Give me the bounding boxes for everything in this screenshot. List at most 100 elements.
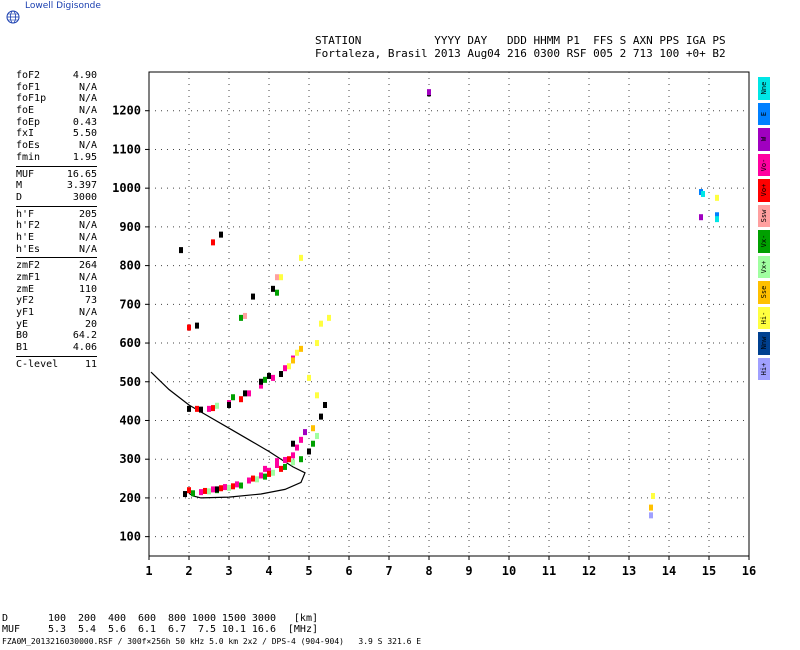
legend-label: E xyxy=(760,111,768,116)
parameter-row: M 3.397 xyxy=(16,180,97,192)
x-tick-label: 11 xyxy=(542,564,556,578)
echo-point xyxy=(179,247,183,254)
x-tick-label: 6 xyxy=(345,564,352,578)
parameter-row: yF1 N/A xyxy=(16,307,97,319)
echo-point xyxy=(247,477,251,484)
muf-value: 16.6 xyxy=(251,624,276,635)
parameter-row: h'Es N/A xyxy=(16,244,97,256)
distance-value: 3000 xyxy=(251,613,276,624)
echo-point xyxy=(323,401,327,408)
echo-point xyxy=(307,374,311,381)
legend-label: W xyxy=(760,137,768,142)
file-info-footer: FZA0M_2013216030000.RSF / 300f×256h 50 k… xyxy=(2,637,422,646)
parameter-name: zmF1 xyxy=(16,272,41,283)
echo-point xyxy=(315,432,319,439)
y-tick-label: 900 xyxy=(119,220,141,234)
parameter-row: B0 64.2 xyxy=(16,330,97,342)
echo-point xyxy=(215,402,219,409)
echo-point xyxy=(701,190,705,197)
echo-point xyxy=(303,429,307,436)
parameter-table: foF2 4.90 foF1 N/A foF1p N/A foE N/A foEp 0.43 fxI… xyxy=(16,70,97,371)
parameter-row: foEs N/A xyxy=(16,140,97,152)
echo-point xyxy=(295,349,299,356)
parameter-divider xyxy=(16,355,97,357)
polarization-legend: Nne E W Vo- Vo+ Ssw Vx- Vx+ Sse Hi- Nnw Hi+ xyxy=(758,77,772,383)
echo-point xyxy=(251,475,255,482)
parameter-value: N/A xyxy=(78,81,97,93)
parameter-row: foF1 N/A xyxy=(16,82,97,94)
parameter-name: h'F xyxy=(16,208,35,220)
parameter-divider xyxy=(16,257,97,259)
parameter-row: zmE 110 xyxy=(16,284,97,296)
x-tick-label: 3 xyxy=(225,564,232,578)
echo-point xyxy=(287,363,291,370)
echo-point xyxy=(267,467,271,474)
echo-point xyxy=(275,274,279,281)
muf-label: MUF xyxy=(2,624,21,635)
parameter-name: D xyxy=(16,191,23,203)
legend-label: Ssw xyxy=(760,209,768,223)
echo-point xyxy=(203,487,207,494)
echo-point xyxy=(271,285,275,292)
parameter-row: foF2 4.90 xyxy=(16,70,97,82)
echo-point xyxy=(263,465,267,472)
y-tick-label: 700 xyxy=(119,297,141,311)
muf-distance-table: D 100 200 400 600 800 1000 1500 3000 [km… xyxy=(2,613,318,635)
echo-point xyxy=(291,459,295,466)
parameter-value: 205 xyxy=(78,208,97,220)
x-tick-label: 16 xyxy=(742,564,756,578)
legend-label: Nnw xyxy=(760,336,768,350)
legend-swatch: W xyxy=(758,128,770,151)
legend-swatch: Hi+ xyxy=(758,357,770,380)
legend-swatch: E xyxy=(758,102,770,125)
x-tick-label: 8 xyxy=(425,564,432,578)
echo-point xyxy=(291,357,295,364)
parameter-value: 3.397 xyxy=(66,180,97,192)
echo-point xyxy=(279,274,283,281)
echo-point xyxy=(651,492,655,499)
muf-value: 5.4 xyxy=(77,624,96,635)
legend-swatch: Ssw xyxy=(758,204,770,227)
parameter-name: foF2 xyxy=(16,70,41,81)
legend-swatch: Nne xyxy=(758,77,770,100)
echo-point xyxy=(299,456,303,463)
parameter-value: 0.43 xyxy=(72,116,97,128)
echo-point xyxy=(187,487,191,494)
echo-point xyxy=(243,390,247,397)
parameter-name: h'E xyxy=(16,231,35,243)
parameter-row: D 3000 xyxy=(16,192,97,204)
echo-point xyxy=(231,394,235,401)
echo-point xyxy=(259,472,263,479)
echo-point xyxy=(319,320,323,327)
muf-value: 6.1 xyxy=(137,624,156,635)
parameter-value: 16.65 xyxy=(66,168,97,180)
parameter-row: foE N/A xyxy=(16,105,97,117)
echo-point xyxy=(299,345,303,352)
parameter-value: 3000 xyxy=(72,191,97,203)
distance-value: 100 xyxy=(47,613,66,624)
echo-point xyxy=(187,405,191,412)
parameter-value: 64.2 xyxy=(72,330,97,342)
brand-name: Lowell Digisonde xyxy=(25,1,101,11)
echo-point xyxy=(427,89,431,96)
parameter-value: N/A xyxy=(78,307,97,319)
y-tick-label: 400 xyxy=(119,413,141,427)
echo-point xyxy=(699,214,703,221)
parameter-value: N/A xyxy=(78,231,97,243)
electron-density-profile xyxy=(150,371,306,499)
echo-point xyxy=(715,194,719,201)
echo-point xyxy=(279,465,283,472)
x-tick-label: 10 xyxy=(502,564,516,578)
echo-point xyxy=(255,476,259,483)
distance-value: 400 xyxy=(107,613,126,624)
echo-point xyxy=(263,473,267,480)
echo-point xyxy=(199,406,203,413)
distance-value: 1500 xyxy=(221,613,246,624)
parameter-divider xyxy=(16,165,97,167)
x-tick-label: 14 xyxy=(662,564,676,578)
echo-point xyxy=(247,390,251,397)
echo-point xyxy=(291,440,295,447)
echo-point xyxy=(219,485,223,492)
echo-point xyxy=(191,490,195,497)
parameter-name: yF1 xyxy=(16,307,35,319)
